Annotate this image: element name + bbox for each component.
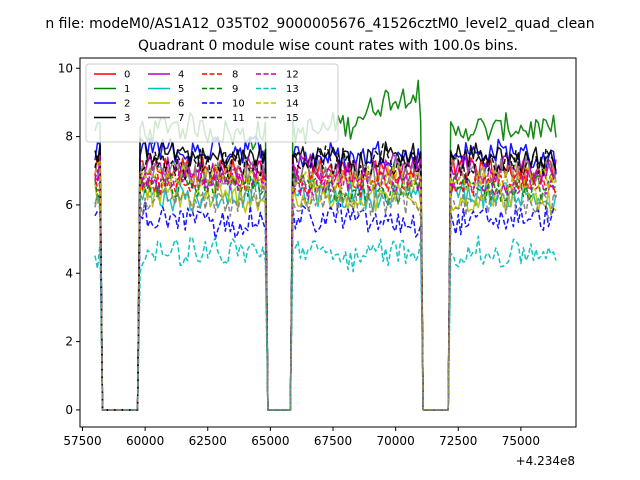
series-line-9 bbox=[94, 170, 557, 411]
legend-item: 4 bbox=[148, 70, 184, 81]
legend-item: 13 bbox=[256, 84, 299, 95]
y-tick-label: 6 bbox=[65, 198, 73, 212]
legend-item: 5 bbox=[148, 84, 184, 95]
legend-label: 7 bbox=[178, 113, 184, 124]
chart-title: Quadrant 0 module wise count rates with … bbox=[138, 38, 518, 54]
legend-item: 7 bbox=[148, 113, 184, 124]
series-line-3 bbox=[94, 137, 557, 411]
legend-label: 14 bbox=[286, 99, 299, 110]
legend-label: 8 bbox=[232, 70, 238, 81]
y-tick-label: 10 bbox=[58, 61, 73, 75]
legend-label: 12 bbox=[286, 70, 299, 81]
x-tick-label: 75000 bbox=[502, 434, 540, 448]
series-line-14 bbox=[94, 159, 557, 411]
legend-item: 1 bbox=[94, 84, 130, 95]
legend-item: 0 bbox=[94, 70, 130, 81]
axes-frame bbox=[79, 57, 577, 428]
legend-item: 11 bbox=[202, 113, 245, 124]
x-tick-label: 65000 bbox=[251, 434, 289, 448]
legend-item: 12 bbox=[256, 70, 299, 81]
x-axis: 57500 60000 62500 65000 67500 70000 72500 75000 bbox=[63, 427, 540, 448]
y-axis: 0 2 4 6 8 10 bbox=[58, 61, 80, 417]
legend-item: 9 bbox=[202, 84, 238, 95]
x-tick-label: 62500 bbox=[189, 434, 227, 448]
legend-label: 2 bbox=[124, 99, 130, 110]
series-line-13 bbox=[94, 235, 557, 411]
legend-label: 3 bbox=[124, 113, 130, 124]
legend-item: 15 bbox=[256, 113, 299, 124]
x-tick-label: 57500 bbox=[63, 434, 101, 448]
series-line-15 bbox=[94, 184, 557, 411]
x-tick-label: 70000 bbox=[377, 434, 415, 448]
y-tick-label: 8 bbox=[65, 130, 73, 144]
legend-item: 6 bbox=[148, 99, 184, 110]
series-line-2 bbox=[94, 135, 557, 411]
x-tick-label: 72500 bbox=[439, 434, 477, 448]
legend-label: 10 bbox=[232, 99, 245, 110]
series-line-10 bbox=[94, 201, 557, 411]
legend-label: 1 bbox=[124, 84, 130, 95]
series-layer bbox=[94, 79, 557, 411]
y-tick-label: 0 bbox=[65, 403, 73, 417]
legend-item: 3 bbox=[94, 113, 130, 124]
legend-label: 11 bbox=[232, 113, 245, 124]
legend-label: 13 bbox=[286, 84, 299, 95]
series-line-11 bbox=[94, 143, 557, 411]
legend-label: 9 bbox=[232, 84, 238, 95]
legend-item: 8 bbox=[202, 70, 238, 81]
legend-label: 4 bbox=[178, 70, 184, 81]
legend-item: 14 bbox=[256, 99, 299, 110]
x-tick-label: 60000 bbox=[126, 434, 164, 448]
legend-label: 5 bbox=[178, 84, 184, 95]
legend-label: 15 bbox=[286, 113, 299, 124]
legend-item: 2 bbox=[94, 99, 130, 110]
plot-area: 57500 60000 62500 65000 67500 70000 72500 75000… bbox=[58, 57, 577, 448]
y-tick-label: 2 bbox=[65, 335, 73, 349]
y-tick-label: 4 bbox=[65, 266, 73, 280]
chart-suptitle: n file: modeM0/AS1A12_035T02_9000005676_… bbox=[45, 16, 594, 32]
legend-label: 6 bbox=[178, 99, 184, 110]
x-tick-label: 67500 bbox=[314, 434, 352, 448]
legend-label: 0 bbox=[124, 70, 130, 81]
legend-item: 10 bbox=[202, 99, 245, 110]
x-offset-label: +4.234e8 bbox=[516, 454, 575, 468]
